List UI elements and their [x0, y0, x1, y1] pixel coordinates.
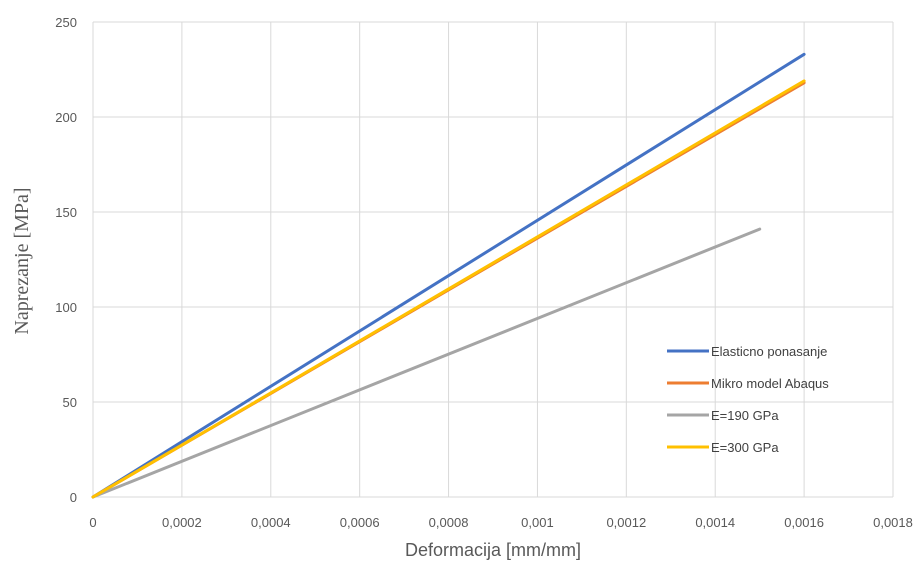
legend-label: Elasticno ponasanje	[711, 344, 827, 359]
legend-label: E=300 GPa	[711, 440, 779, 455]
x-tick-label: 0,0012	[606, 515, 646, 530]
series-lines	[91, 52, 806, 499]
series-line	[91, 52, 806, 499]
legend: Elasticno ponasanje Mikro model Abaqus E=1…	[667, 344, 829, 455]
x-tick-label: 0,0018	[873, 515, 913, 530]
x-tick-label: 0,0002	[162, 515, 202, 530]
y-tick-label: 100	[55, 300, 77, 315]
y-tick-label: 250	[55, 15, 77, 30]
x-axis-tick-labels: 0 0,0002 0,0004 0,0006 0,0008 0,001 0,0012 0,00…	[89, 515, 913, 530]
y-tick-label: 200	[55, 110, 77, 125]
x-tick-label: 0,0014	[695, 515, 735, 530]
y-axis-title: Naprezanje [MPa]	[11, 187, 33, 334]
x-tick-label: 0	[89, 515, 96, 530]
legend-label: Mikro model Abaqus	[711, 376, 829, 391]
x-tick-label: 0,0006	[340, 515, 380, 530]
x-tick-label: 0,001	[521, 515, 554, 530]
y-tick-label: 50	[63, 395, 77, 410]
legend-label: E=190 GPa	[711, 408, 779, 423]
gridlines	[92, 21, 894, 498]
x-tick-label: 0,0016	[784, 515, 824, 530]
y-tick-label: 0	[70, 490, 77, 505]
y-axis-tick-labels: 0 50 100 150 200 250	[55, 15, 77, 505]
y-tick-label: 150	[55, 205, 77, 220]
x-tick-label: 0,0008	[429, 515, 469, 530]
x-axis-title: Deformacija [mm/mm]	[405, 540, 581, 560]
x-tick-label: 0,0004	[251, 515, 291, 530]
series-line	[91, 79, 806, 499]
series-line	[91, 227, 762, 499]
